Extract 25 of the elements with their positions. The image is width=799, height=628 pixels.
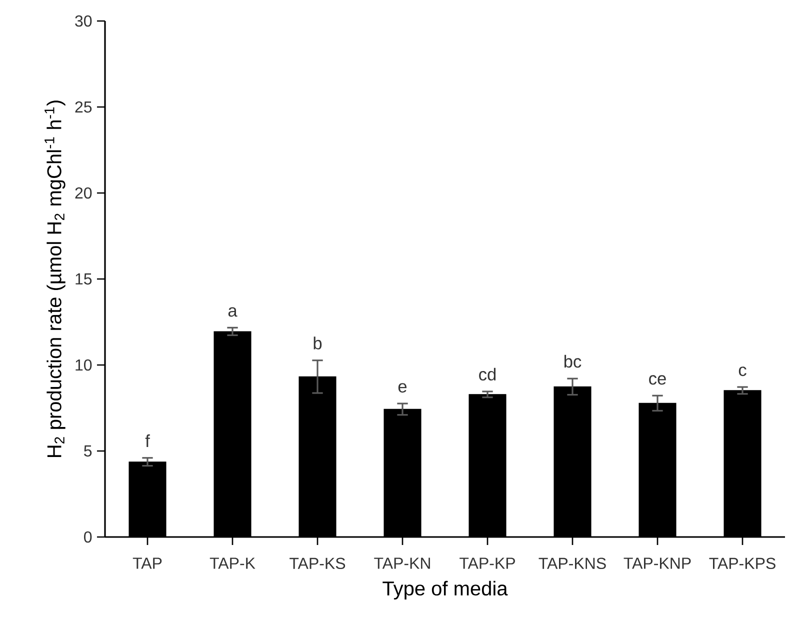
annotation: ce [649, 375, 666, 385]
x-tick-label: TAP-KS [290, 558, 346, 570]
x-axis-title: Type of media [382, 580, 508, 600]
annotation: b [314, 336, 322, 350]
annotation: e [398, 383, 407, 393]
y-tick-label: 10 [76, 359, 92, 371]
annotation: f [145, 434, 150, 447]
x-tick-label: TAP-KP [460, 558, 515, 569]
y-tick-label: 15 [76, 273, 92, 285]
text: H$_{2}$ production rate (µmol H$_{2}$ mgChl$^{-1}$ h$^{-1}$) [44, 100, 66, 457]
x-tick-label: TAP-KPS [709, 558, 776, 570]
annotation: c [738, 366, 746, 376]
y-tick-label: 0 [84, 531, 92, 543]
y-tick-label: 30 [75, 15, 92, 27]
annotation: a [228, 307, 238, 317]
x-tick-label: TAP-K [210, 558, 256, 569]
x-tick-label: TAP-KNP [624, 558, 691, 569]
y-tick-label: 20 [75, 187, 92, 199]
x-tick-label: TAP-KN [374, 558, 430, 569]
y-tick-label: 5 [84, 445, 92, 457]
annotation: bc [564, 354, 582, 368]
y-tick-label: 25 [75, 101, 92, 113]
annotation: cd [479, 368, 496, 381]
x-tick-label: TAP-KNS [538, 558, 606, 570]
x-tick-label: TAP [132, 558, 162, 569]
